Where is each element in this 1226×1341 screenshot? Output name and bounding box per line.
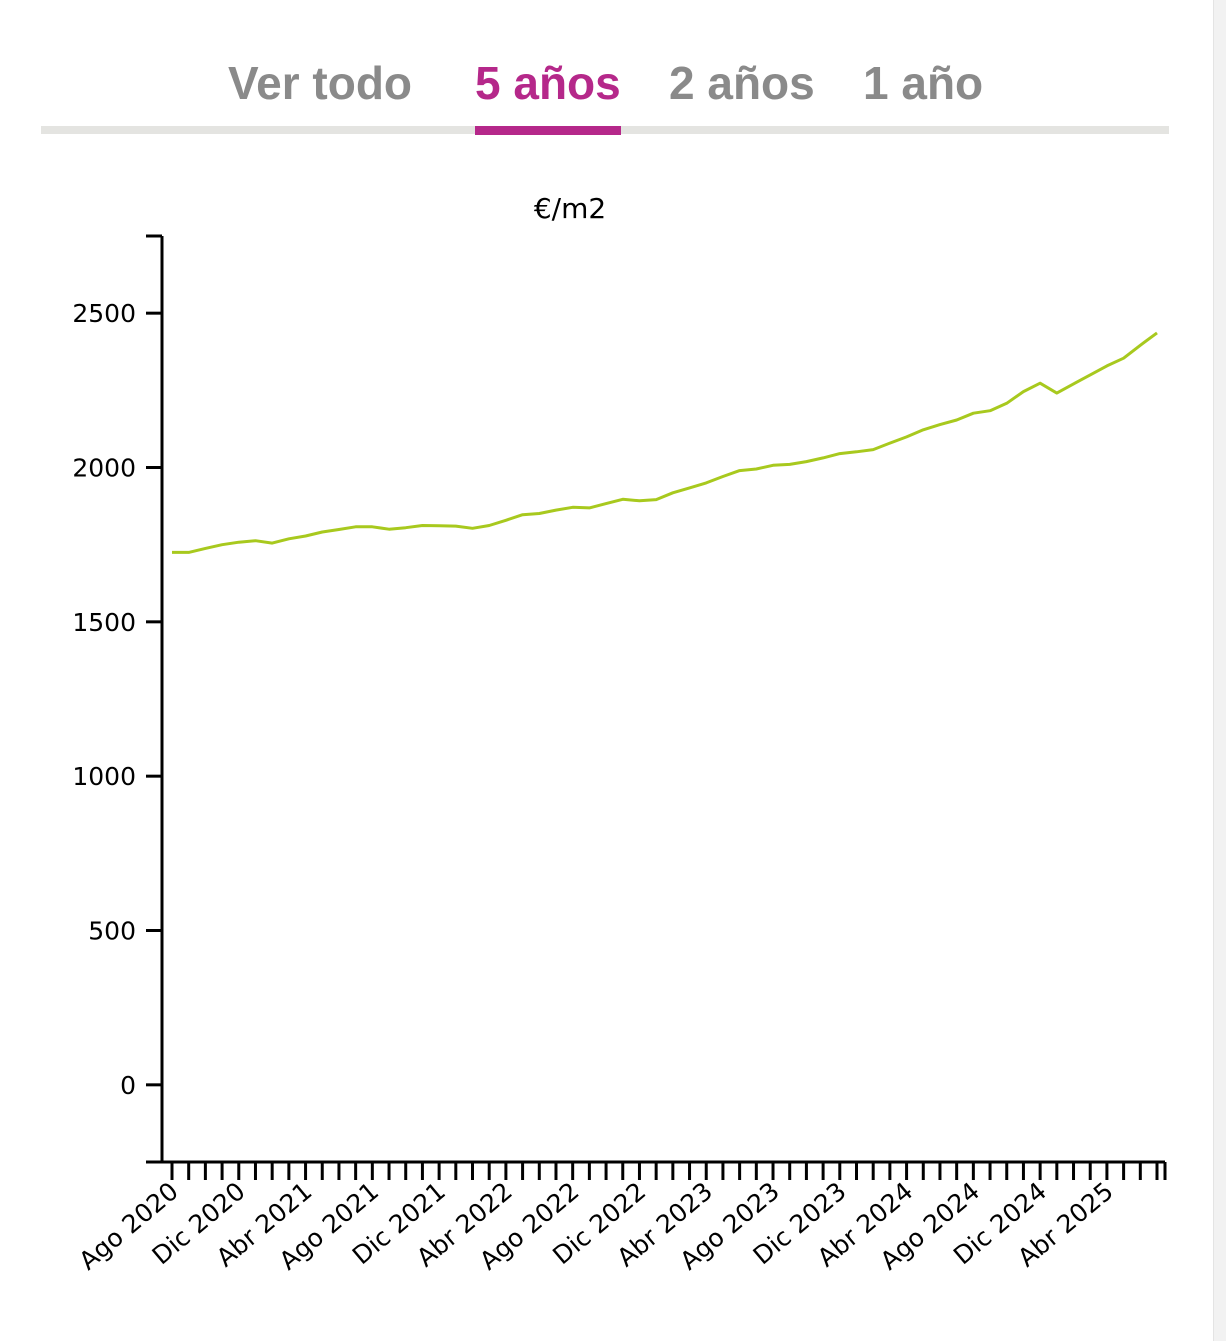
y-tick-label: 1500 (72, 608, 136, 637)
price-series-line (172, 331, 1158, 554)
y-tick-label: 2500 (72, 299, 136, 328)
chart-title: €/m2 (534, 192, 606, 225)
scrollbar[interactable] (1213, 0, 1226, 1341)
tab-label: 5 años (475, 57, 621, 109)
tab-ver-todo[interactable]: Ver todo (228, 57, 413, 109)
tab-2-anos[interactable]: 2 años (669, 57, 815, 109)
active-tab-underline (475, 126, 621, 135)
tab-5-anos[interactable]: 5 años (475, 56, 621, 135)
y-tick-label: 2000 (72, 454, 136, 483)
period-tabs: Ver todo 5 años 2 años 1 año (41, 50, 1169, 135)
y-tick-label: 0 (120, 1071, 136, 1100)
y-tick-label: 500 (88, 917, 136, 946)
tab-1-ano[interactable]: 1 año (863, 57, 984, 109)
y-tick-label: 1000 (72, 762, 136, 791)
